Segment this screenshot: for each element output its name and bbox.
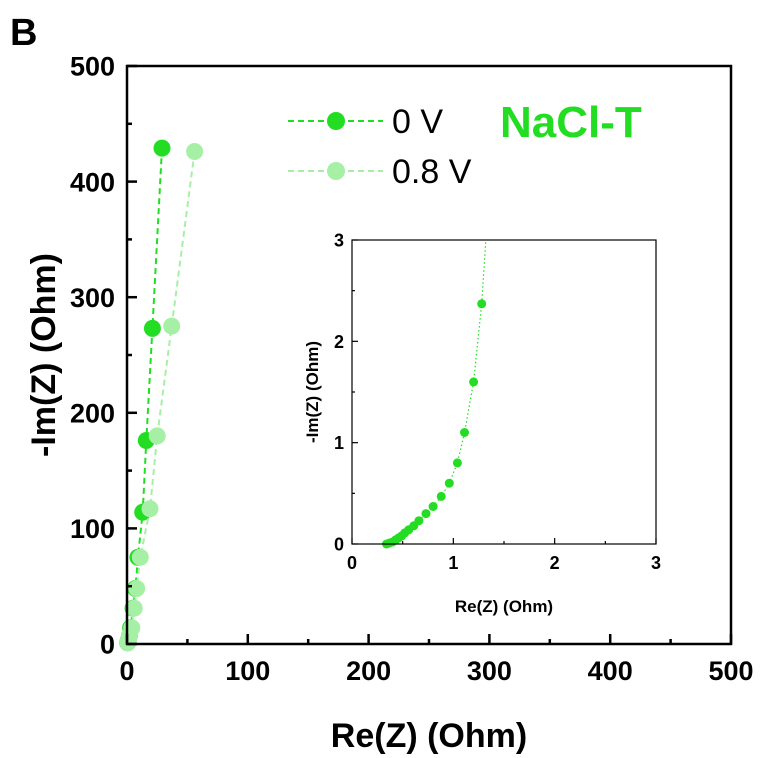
y-tick-label: 200 [70, 399, 115, 429]
data-point-0 [460, 428, 469, 437]
x-axis-label: Re(Z) (Ohm) [455, 597, 553, 616]
inset-plot: 0 1 2 3 0 1 2 3 Re(Z) (Ohm) -Im(Z) (Ohm) [303, 230, 661, 616]
y-tick-label: 3 [334, 230, 344, 250]
x-tick-label: 200 [346, 656, 391, 686]
x-tick-label: 0 [119, 656, 134, 686]
y-tick-label: 100 [70, 514, 115, 544]
data-point-0 [153, 139, 171, 157]
data-point-0 [469, 377, 479, 387]
y-tick-label: 1 [334, 433, 344, 453]
y-tick-label: 500 [70, 52, 115, 82]
chart-title: NaCl-T [500, 98, 642, 147]
x-tick-label: 1 [448, 553, 458, 573]
data-point-1 [131, 548, 149, 566]
data-point-0 [436, 491, 446, 501]
x-tick-label: 3 [651, 553, 661, 573]
y-tick-label: 400 [70, 167, 115, 197]
legend-marker-0 [327, 112, 345, 130]
x-tick-label: 500 [708, 656, 753, 686]
data-point-1 [128, 580, 146, 597]
data-point-0 [452, 458, 462, 468]
data-point-1 [163, 317, 181, 335]
legend-label-1: 0.8 V [392, 153, 472, 191]
x-tick-label: 2 [550, 553, 560, 573]
data-point-0 [421, 509, 431, 519]
x-axis-label: Re(Z) (Ohm) [331, 717, 527, 755]
data-point-1 [148, 427, 166, 445]
y-tick-label: 2 [334, 332, 344, 352]
x-tick-label: 0 [347, 553, 357, 573]
inset-background [352, 240, 656, 544]
data-point-0 [143, 319, 161, 337]
y-axis-label: -Im(Z) (Ohm) [25, 253, 63, 457]
data-point-1 [186, 143, 204, 160]
legend-marker-1 [327, 162, 345, 180]
data-point-0 [428, 502, 438, 511]
legend-label-0: 0 V [392, 103, 443, 141]
y-tick-label: 0 [100, 630, 115, 660]
x-tick-label: 100 [225, 656, 270, 686]
data-point-1 [141, 500, 159, 518]
data-point-0 [444, 478, 454, 488]
data-point-0 [477, 299, 487, 309]
y-axis-label: -Im(Z) (Ohm) [303, 341, 322, 443]
data-point-0 [414, 516, 424, 526]
panel-label: B [10, 12, 37, 54]
x-tick-label: 300 [467, 656, 512, 686]
data-point-1 [125, 599, 143, 617]
series-line-0 [126, 148, 163, 644]
y-tick-label: 0 [334, 534, 344, 554]
y-tick-label: 300 [70, 283, 115, 313]
x-tick-label: 400 [588, 656, 633, 686]
